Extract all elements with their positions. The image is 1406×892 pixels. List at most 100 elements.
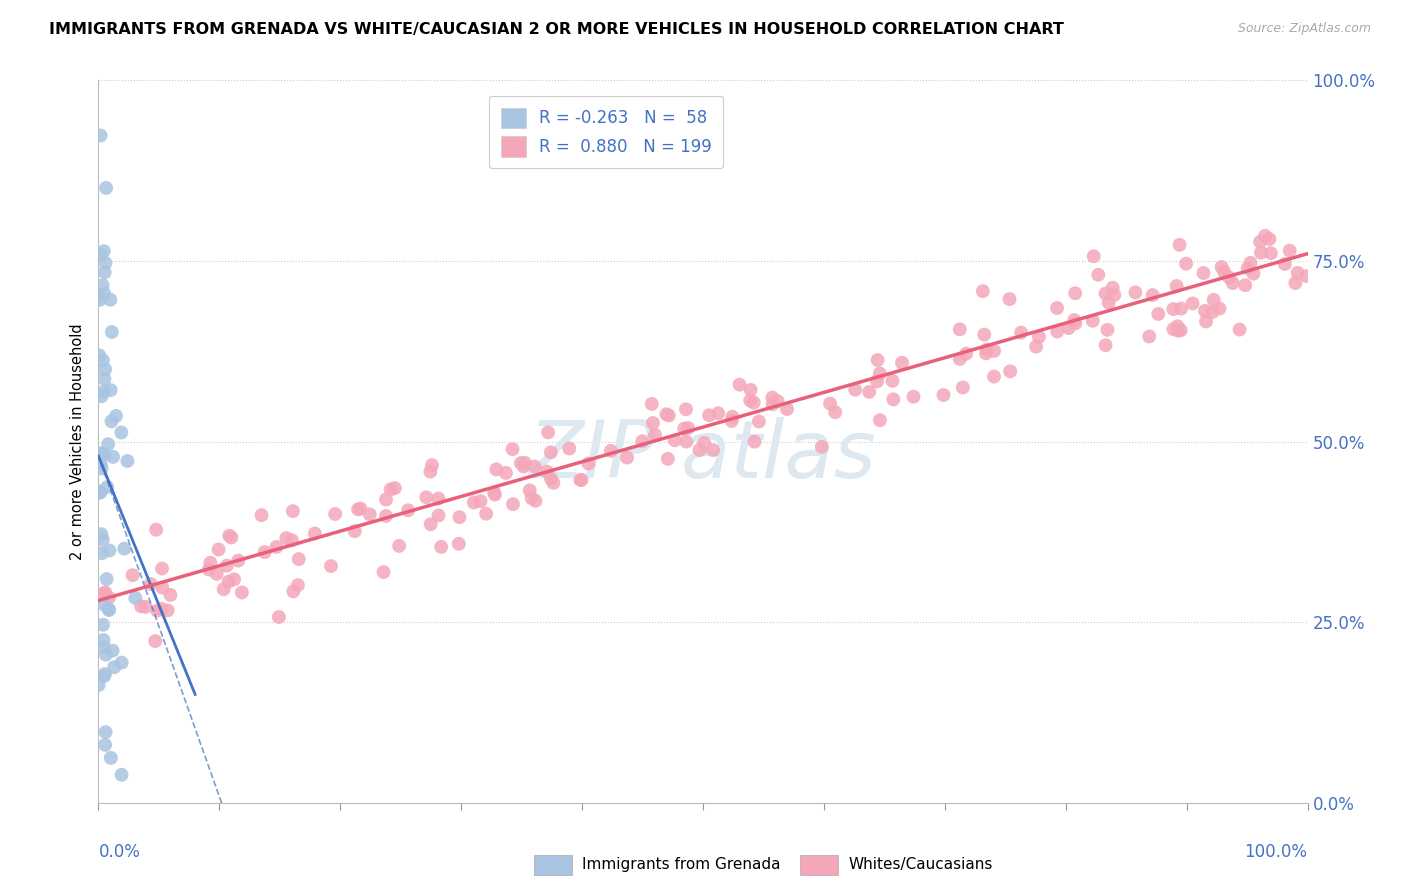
Point [761, 391, 783, 405]
Point [430, 540, 453, 554]
Point [1195, 314, 1218, 328]
Point [373, 565, 395, 579]
Point [267, 610, 290, 624]
Point [94, 181, 117, 195]
Point [215, 558, 238, 573]
Point [744, 434, 766, 449]
Point [359, 508, 381, 522]
Point [91, 617, 114, 632]
Point [93, 286, 115, 301]
Point [212, 582, 235, 597]
Point [89, 293, 111, 307]
Point [159, 588, 181, 602]
Point [1236, 261, 1258, 276]
Point [811, 440, 834, 454]
Point [658, 409, 681, 423]
Point [952, 380, 974, 394]
Point [93, 372, 115, 386]
Point [509, 456, 531, 470]
Point [673, 422, 696, 436]
Point [100, 383, 122, 397]
Point [420, 458, 443, 472]
Point [869, 413, 891, 427]
Point [1213, 265, 1236, 279]
Point [129, 599, 152, 614]
Point [1229, 322, 1251, 336]
Point [742, 395, 765, 409]
Point [96, 572, 118, 586]
Point [94, 362, 117, 376]
Point [218, 574, 240, 589]
Point [1258, 232, 1281, 246]
Point [1249, 235, 1271, 249]
Text: 0.0%: 0.0% [98, 843, 141, 861]
Point [283, 584, 305, 599]
Point [657, 451, 679, 466]
Text: ZIP atlas: ZIP atlas [529, 417, 877, 495]
Point [1010, 326, 1032, 340]
Point [903, 390, 925, 404]
Point [502, 497, 524, 511]
Point [974, 346, 997, 360]
Point [93, 633, 115, 648]
Point [1192, 266, 1215, 280]
Point [1064, 286, 1087, 301]
Text: Whites/Caucasians: Whites/Caucasians [848, 857, 993, 872]
Point [323, 507, 346, 521]
Point [288, 552, 311, 566]
Point [427, 491, 450, 506]
Point [150, 561, 173, 575]
Point [1175, 257, 1198, 271]
Point [973, 327, 995, 342]
Point [1147, 307, 1170, 321]
Point [281, 533, 304, 548]
Point [388, 539, 411, 553]
Point [1201, 305, 1223, 319]
Point [1046, 301, 1069, 315]
Point [702, 443, 724, 458]
Point [103, 660, 125, 674]
Point [105, 409, 128, 423]
Point [415, 491, 437, 505]
Point [146, 604, 169, 618]
Point [1284, 276, 1306, 290]
Point [675, 434, 697, 449]
Point [347, 502, 370, 516]
Point [198, 562, 221, 576]
Point [524, 493, 547, 508]
Point [1243, 267, 1265, 281]
Point [1094, 338, 1116, 352]
Point [1063, 313, 1085, 327]
Point [569, 473, 592, 487]
Point [90, 128, 112, 143]
Point [93, 669, 115, 683]
Text: Source: ZipAtlas.com: Source: ZipAtlas.com [1237, 22, 1371, 36]
Point [523, 459, 546, 474]
Point [470, 494, 492, 508]
Point [375, 492, 398, 507]
Point [1222, 276, 1244, 290]
Point [949, 352, 972, 367]
Point [304, 526, 326, 541]
Point [91, 353, 114, 368]
Point [1194, 304, 1216, 318]
Point [98, 603, 121, 617]
Point [94, 585, 117, 599]
Point [1057, 321, 1080, 335]
Point [94, 738, 117, 752]
Point [932, 388, 955, 402]
Point [1101, 281, 1123, 295]
Point [91, 546, 114, 560]
Point [205, 566, 228, 581]
Point [228, 553, 250, 567]
Point [1166, 319, 1188, 334]
Point [641, 416, 664, 430]
Point [1286, 266, 1309, 280]
Point [349, 501, 371, 516]
Point [419, 465, 441, 479]
Point [93, 598, 115, 612]
Point [543, 475, 565, 490]
Point [94, 725, 117, 739]
Point [207, 542, 229, 557]
Y-axis label: 2 or more Vehicles in Household: 2 or more Vehicles in Household [70, 323, 86, 560]
